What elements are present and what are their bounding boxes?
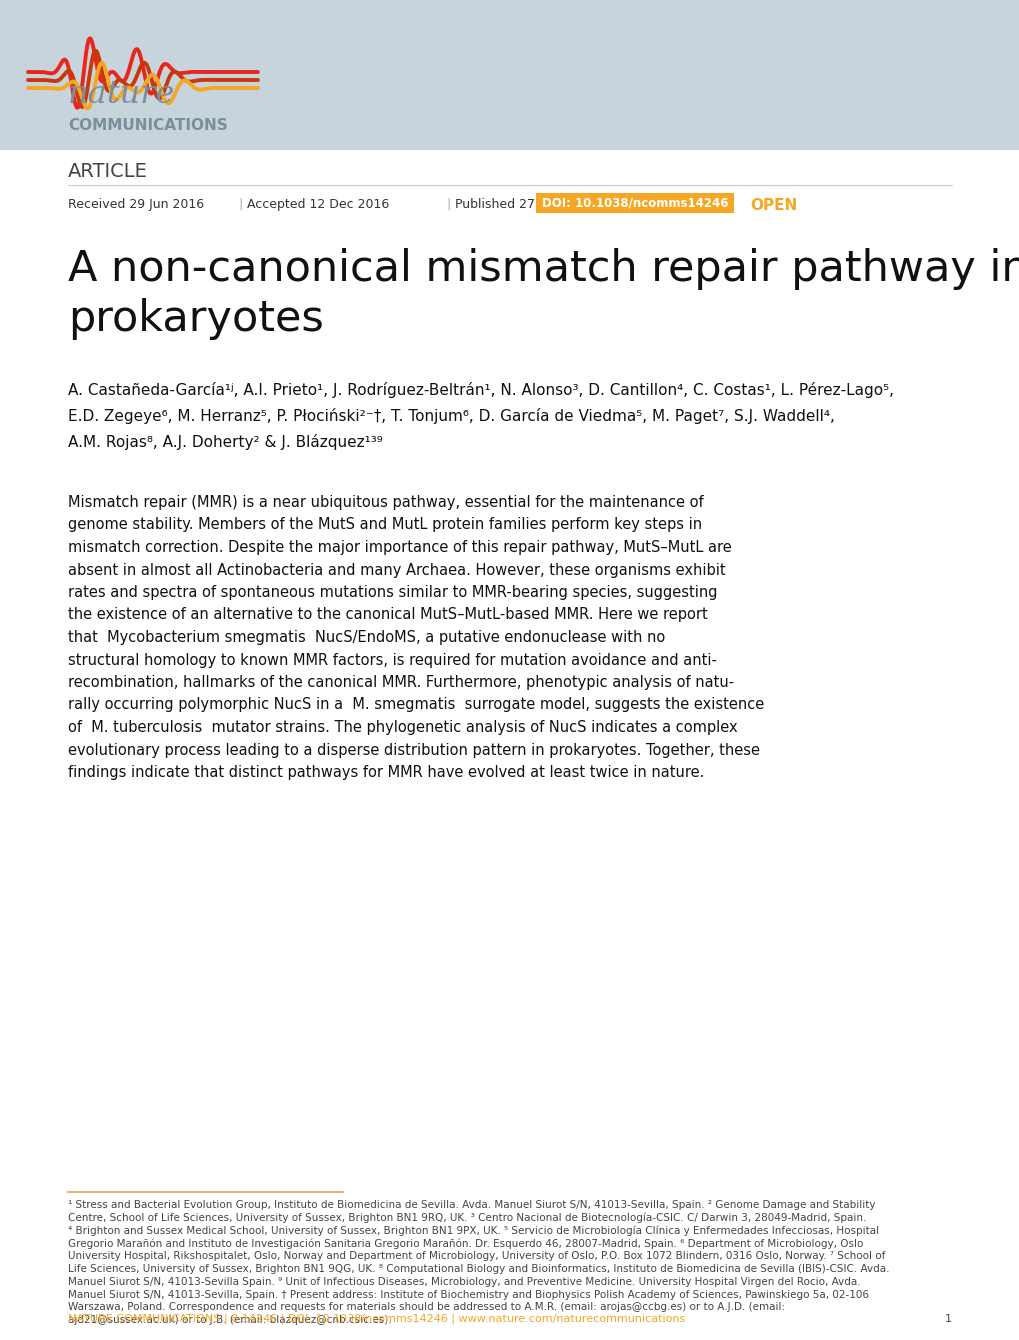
Text: structural homology to known MMR factors, is required for mutation avoidance and: structural homology to known MMR factors… — [68, 653, 716, 667]
Text: |: | — [237, 198, 243, 210]
Text: A non-canonical mismatch repair pathway in: A non-canonical mismatch repair pathway … — [68, 248, 1019, 289]
Text: University Hospital, Rikshospitalet, Oslo, Norway and Department of Microbiology: University Hospital, Rikshospitalet, Osl… — [68, 1252, 884, 1261]
Text: 1: 1 — [944, 1315, 951, 1324]
Text: DOI: 10.1038/ncomms14246: DOI: 10.1038/ncomms14246 — [541, 197, 728, 209]
Text: ARTICLE: ARTICLE — [68, 162, 148, 181]
Text: Life Sciences, University of Sussex, Brighton BN1 9QG, UK. ⁸ Computational Biolo: Life Sciences, University of Sussex, Bri… — [68, 1264, 889, 1274]
Text: COMMUNICATIONS: COMMUNICATIONS — [68, 118, 227, 133]
Text: absent in almost all Actinobacteria and many Archaea. However, these organisms e: absent in almost all Actinobacteria and … — [68, 563, 725, 578]
Text: ¹ Stress and Bacterial Evolution Group, Instituto de Biomedicina de Sevilla. Avd: ¹ Stress and Bacterial Evolution Group, … — [68, 1201, 874, 1210]
Text: ajd21@sussex.ac.uk) or to J.B. (email: blazquez@cnb.csic.es).: ajd21@sussex.ac.uk) or to J.B. (email: b… — [68, 1315, 391, 1325]
Text: prokaryotes: prokaryotes — [68, 297, 324, 340]
Text: Centre, School of Life Sciences, University of Sussex, Brighton BN1 9RQ, UK. ³ C: Centre, School of Life Sciences, Univers… — [68, 1213, 865, 1223]
Text: rates and spectra of spontaneous mutations similar to MMR-bearing species, sugge: rates and spectra of spontaneous mutatio… — [68, 586, 716, 600]
Text: that  Mycobacterium smegmatis  NucS/EndoMS, a putative endonuclease with no: that Mycobacterium smegmatis NucS/EndoMS… — [68, 630, 664, 645]
Text: Manuel Siurot S/N, 41013-Sevilla Spain. ⁹ Unit of Infectious Diseases, Microbiol: Manuel Siurot S/N, 41013-Sevilla Spain. … — [68, 1277, 860, 1286]
FancyBboxPatch shape — [535, 193, 734, 213]
Text: rally occurring polymorphic NucS in a  M. smegmatis  surrogate model, suggests t: rally occurring polymorphic NucS in a M.… — [68, 698, 763, 713]
Text: the existence of an alternative to the canonical MutS–MutL-based MMR. Here we re: the existence of an alternative to the c… — [68, 607, 707, 623]
Text: NATURE COMMUNICATIONS | 8:14246 | DOI: 10.1038/ncomms14246 | www.nature.com/natu: NATURE COMMUNICATIONS | 8:14246 | DOI: 1… — [68, 1313, 685, 1324]
Text: Published 27 Jan 2017: Published 27 Jan 2017 — [454, 198, 593, 210]
Text: |: | — [445, 198, 449, 210]
FancyBboxPatch shape — [0, 0, 1019, 150]
Text: E.D. Zegeye⁶, M. Herranz⁵, P. Płociński²⁻†, T. Tonjum⁶, D. García de Viedma⁵, M.: E.D. Zegeye⁶, M. Herranz⁵, P. Płociński²… — [68, 407, 835, 423]
Text: of  M. tuberculosis  mutator strains. The phylogenetic analysis of NucS indicate: of M. tuberculosis mutator strains. The … — [68, 720, 737, 736]
Text: nature: nature — [68, 79, 175, 110]
Text: A. Castañeda-García¹ʲ, A.I. Prieto¹, J. Rodríguez-Beltrán¹, N. Alonso³, D. Canti: A. Castañeda-García¹ʲ, A.I. Prieto¹, J. … — [68, 382, 893, 398]
Text: Gregorio Marañón and Instituto de Investigación Sanitaria Gregorio Marañón. Dr. : Gregorio Marañón and Instituto de Invest… — [68, 1238, 862, 1249]
Text: Mismatch repair (MMR) is a near ubiquitous pathway, essential for the maintenanc: Mismatch repair (MMR) is a near ubiquito… — [68, 494, 703, 511]
Text: ⁴ Brighton and Sussex Medical School, University of Sussex, Brighton BN1 9PX, UK: ⁴ Brighton and Sussex Medical School, Un… — [68, 1226, 878, 1235]
Text: mismatch correction. Despite the major importance of this repair pathway, MutS–M: mismatch correction. Despite the major i… — [68, 540, 731, 555]
Text: OPEN: OPEN — [749, 198, 797, 213]
Text: Accepted 12 Dec 2016: Accepted 12 Dec 2016 — [247, 198, 389, 210]
Text: A.M. Rojas⁸, A.J. Doherty² & J. Blázquez¹³⁹: A.M. Rojas⁸, A.J. Doherty² & J. Blázquez… — [68, 434, 382, 450]
Text: Received 29 Jun 2016: Received 29 Jun 2016 — [68, 198, 204, 210]
Text: findings indicate that distinct pathways for MMR have evolved at least twice in : findings indicate that distinct pathways… — [68, 765, 704, 780]
Text: recombination, hallmarks of the canonical MMR. Furthermore, phenotypic analysis : recombination, hallmarks of the canonica… — [68, 675, 734, 690]
Text: Warszawa, Poland. Correspondence and requests for materials should be addressed : Warszawa, Poland. Correspondence and req… — [68, 1302, 785, 1312]
Text: genome stability. Members of the MutS and MutL protein families perform key step: genome stability. Members of the MutS an… — [68, 517, 701, 532]
Text: evolutionary process leading to a disperse distribution pattern in prokaryotes. : evolutionary process leading to a disper… — [68, 742, 759, 757]
Text: Manuel Siurot S/N, 41013-Sevilla, Spain. † Present address: Institute of Biochem: Manuel Siurot S/N, 41013-Sevilla, Spain.… — [68, 1289, 868, 1300]
